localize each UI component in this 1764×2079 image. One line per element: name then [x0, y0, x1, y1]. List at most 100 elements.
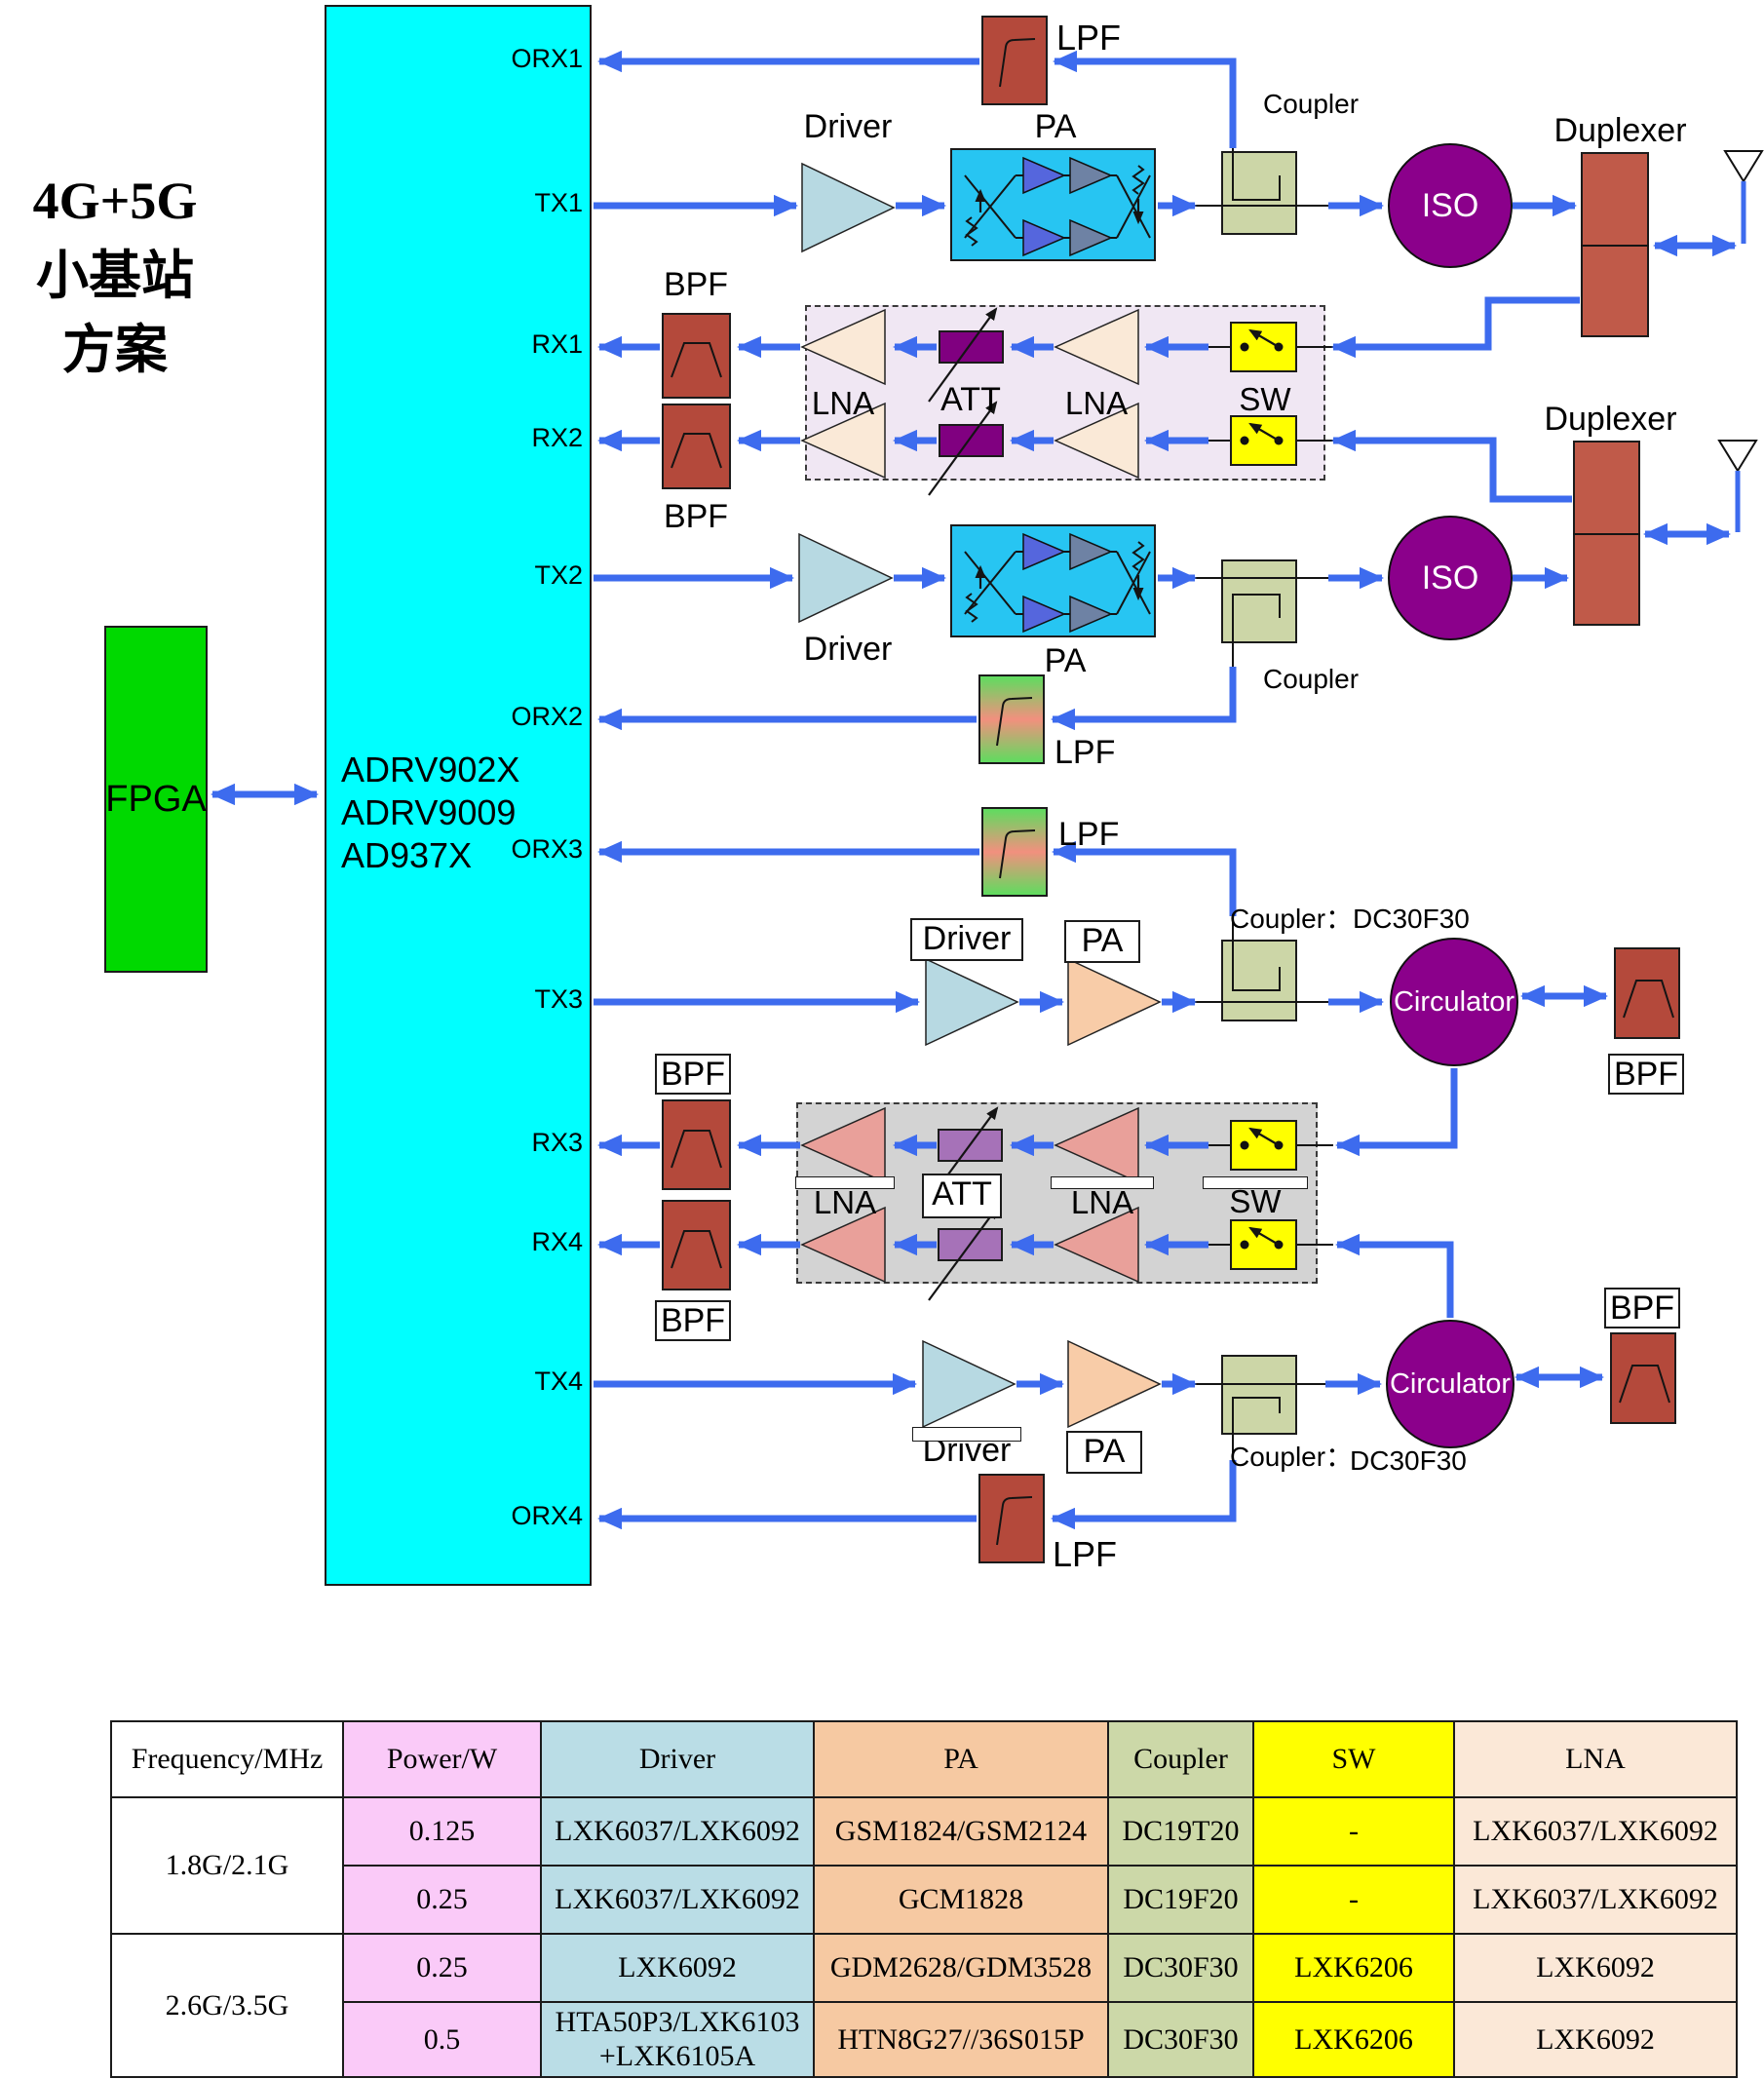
port-label-rx1: RX1 [531, 329, 583, 359]
chip-name-lines: ADRV902X ADRV9009 AD937X [341, 749, 519, 877]
attenuator-icon-rx4 [928, 1206, 999, 1301]
coupler-hook-icon-2 [1232, 594, 1281, 629]
iso-circle-2: ISO [1388, 516, 1513, 640]
bandpass-icon-tx3 [1623, 980, 1674, 1019]
cell-coupler-4: DC30F30 [1107, 2001, 1254, 2078]
duplexer-label-1: Duplexer [1553, 112, 1687, 149]
transceiver-block [325, 5, 592, 1586]
cell-pa-1: GSM1824/GSM2124 [813, 1796, 1109, 1867]
bandpass-icon-rx4 [671, 1230, 722, 1269]
cell-pa-4: HTN8G27//36S015P [813, 2001, 1109, 2078]
att-box-rx2 [939, 424, 1004, 457]
lna-label-rx3a: LNA [813, 1184, 877, 1220]
iso-label-2: ISO [1421, 558, 1479, 597]
pa-triangle-tx4 [1067, 1339, 1162, 1429]
lpf-box-3 [981, 807, 1048, 897]
circulator-label-1: Circulator [1393, 985, 1515, 1018]
port-label-tx2: TX2 [534, 560, 583, 590]
cell-coupler-3: DC30F30 [1107, 1933, 1254, 2003]
coupler-part-tx4: DC30F30 [1350, 1445, 1467, 1476]
port-label-rx4: RX4 [531, 1227, 583, 1256]
switch-icons [1240, 328, 1284, 1250]
bpf-box-tx4 [1610, 1332, 1676, 1424]
bandpass-icon-rx2 [671, 433, 722, 469]
bandpass-icon-rx3 [671, 1130, 722, 1169]
cell-lna-1: LXK6037/LXK6092 [1453, 1796, 1738, 1867]
bandpass-icon-tx4 [1619, 1365, 1670, 1404]
lna-triangle-rx3a [800, 1106, 886, 1184]
driver-label-tx3: Driver [910, 918, 1023, 961]
switch-icon-rx4 [1240, 1226, 1284, 1250]
thin-interconnects [1195, 148, 1333, 1460]
cell-freq-26: 2.6G/3.5G [110, 1933, 344, 2078]
cell-driver-4: HTA50P3/LXK6103 +LXK6105A [540, 2001, 815, 2078]
circulator-label-2: Circulator [1389, 1367, 1512, 1400]
lna-triangle-rx1b [1054, 308, 1139, 386]
cell-pa-2: GCM1828 [813, 1865, 1109, 1935]
driver-triangle-tx3 [925, 957, 1019, 1047]
driver-label-tx2: Driver [803, 631, 893, 668]
coupler-label-tx3: Coupler： [1230, 904, 1354, 934]
title-line-2: 小基站 [36, 246, 194, 305]
title-line-1: 4G+5G [32, 172, 198, 230]
port-label-tx4: TX4 [534, 1367, 583, 1396]
lna-label-rx3b: LNA [1070, 1184, 1134, 1220]
cell-power-3: 0.25 [342, 1933, 542, 2003]
cell-coupler-1: DC19T20 [1107, 1796, 1254, 1867]
lna-label-bar-rx3b [1051, 1176, 1154, 1189]
bandpass-icons [671, 342, 1674, 1404]
bpf-label-rx3: BPF [655, 1054, 731, 1095]
switch-icon-rx2 [1240, 422, 1284, 445]
spec-row-2: 0.25 LXK6037/LXK6092 GCM1828 DC19F20 - L… [111, 1865, 1738, 1935]
cell-sw-3: LXK6206 [1252, 1933, 1455, 2003]
cell-sw-4: LXK6206 [1252, 2001, 1455, 2078]
sw-label-bar-rx34 [1203, 1176, 1308, 1189]
lpf-label-4: LPF [1053, 1534, 1118, 1574]
circulator-circle-1: Circulator [1390, 938, 1518, 1066]
signal-arrows [210, 50, 1738, 1530]
lna-label-bar-rx3a [795, 1176, 895, 1189]
cell-lna-4: LXK6092 [1453, 2001, 1738, 2078]
antenna-icon-2 [1717, 440, 1758, 532]
attenuator-icon-rx2 [928, 401, 998, 496]
balanced-amplifier-icon-1 [964, 156, 1151, 257]
att-label-rx12: ATT [940, 381, 1001, 418]
header-pa: PA [813, 1720, 1109, 1798]
driver-label-bar-tx4 [912, 1427, 1021, 1442]
coupler-hook-icon-3 [1232, 959, 1281, 991]
cell-sw-1: - [1252, 1796, 1455, 1867]
pa-label-tx1: PA [1034, 108, 1077, 145]
lowpass-icons [996, 38, 1036, 1546]
driver-triangle-tx2 [798, 532, 894, 624]
port-label-rx2: RX2 [531, 423, 583, 452]
attenuator-arrow-icons [928, 307, 999, 1301]
attenuator-icon-rx1 [928, 307, 998, 403]
switch-icon-rx1 [1240, 328, 1284, 352]
spec-row-4: 0.5 HTA50P3/LXK6103 +LXK6105A HTN8G27//3… [111, 2001, 1738, 2078]
cell-pa-3: GDM2628/GDM3528 [813, 1933, 1109, 2003]
header-driver: Driver [540, 1720, 815, 1798]
header-lna: LNA [1453, 1720, 1738, 1798]
header-frequency: Frequency/MHz [110, 1720, 344, 1798]
lna-triangle-rx1a [800, 308, 886, 386]
lna-triangle-rx2a [800, 402, 886, 480]
coupler-hook-icon-1 [1232, 166, 1281, 201]
chip-line-3: AD937X [341, 834, 473, 875]
spec-row-3: 2.6G/3.5G 0.25 LXK6092 GDM2628/GDM3528 D… [110, 1933, 1738, 2078]
lna-triangle-rx3b [1054, 1106, 1139, 1184]
port-label-rx3: RX3 [531, 1128, 583, 1157]
pa-label-tx3: PA [1064, 920, 1140, 963]
coupler-label-tx1: Coupler [1262, 89, 1360, 119]
antenna-icon-1 [1723, 150, 1764, 244]
driver-amp-triangles [798, 162, 1162, 1429]
lpf-box-4 [978, 1474, 1045, 1563]
sw-label-rx12: SW [1239, 381, 1291, 417]
bpf-box-tx3 [1614, 947, 1680, 1039]
duplexer-label-2: Duplexer [1544, 401, 1677, 438]
port-label-orx4: ORX4 [511, 1501, 583, 1530]
bpf-label-rx4: BPF [655, 1300, 731, 1341]
bpf-box-rx1 [662, 313, 731, 399]
cell-driver-1: LXK6037/LXK6092 [540, 1796, 815, 1867]
lna-triangle-rx2b [1054, 402, 1139, 480]
